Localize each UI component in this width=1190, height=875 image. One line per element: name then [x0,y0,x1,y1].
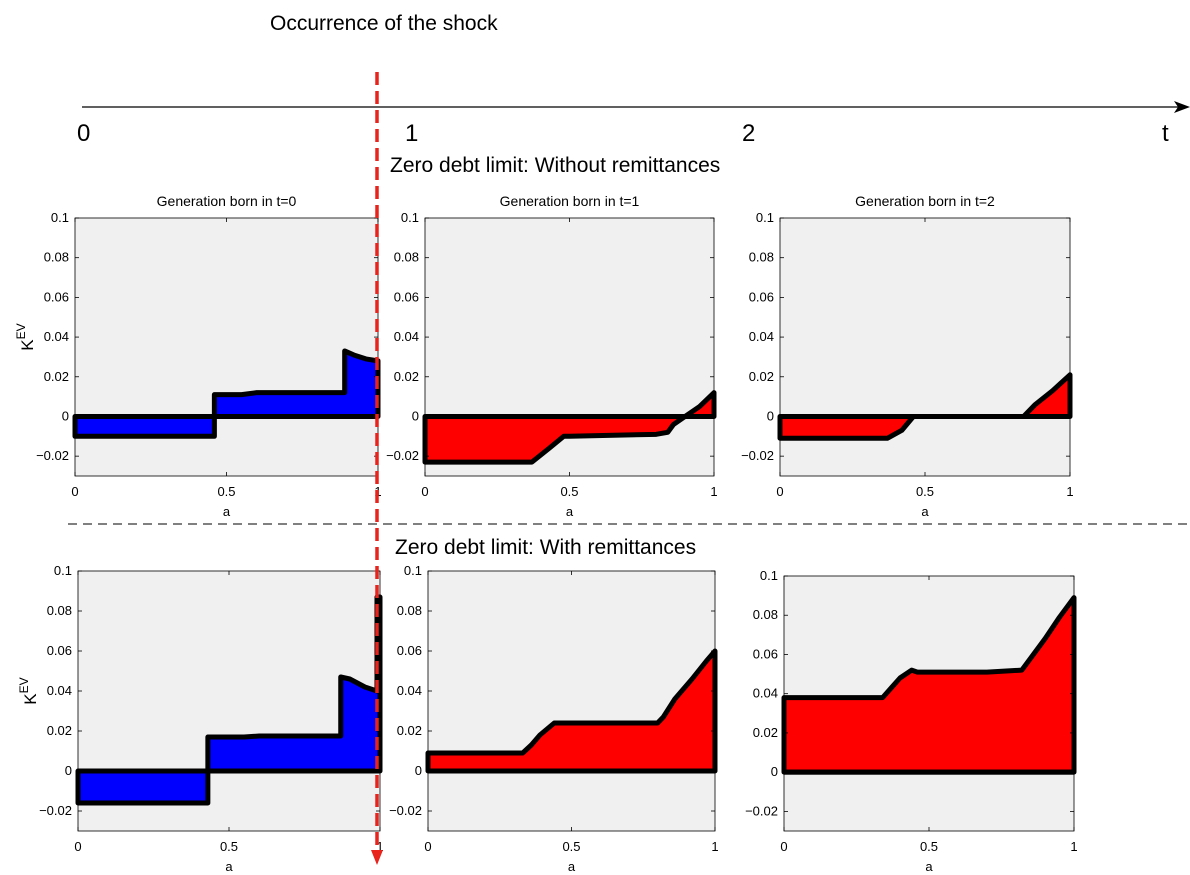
y-tick-label: 0.04 [394,329,419,344]
y-tick-label: 0.06 [47,643,72,658]
timeline-label-1: 1 [405,120,418,147]
y-tick-label: 0.04 [44,329,69,344]
y-tick-label: 0 [62,408,69,423]
timeline-arrowhead [1174,101,1190,113]
y-tick-label: 0 [412,408,419,423]
y-tick-label: 0.04 [47,683,72,698]
series-area [75,594,383,806]
x-axis-label: a [225,859,233,874]
timeline-label-0: 0 [77,120,90,147]
panel-title: Generation born in t=2 [855,193,995,209]
chart-panel-4: 0.1 0.08 0.06 0.04 0.02 0 −0.02 0 0.5 1 a KEV [17,563,384,874]
y-tick-label: 0.06 [44,289,69,304]
y-tick-label: 0.08 [394,250,419,265]
y-tick-label: 0.06 [749,289,774,304]
x-tick-label: 0 [421,484,428,499]
x-tick-label: 0.5 [916,484,934,499]
x-axis-label: a [925,859,933,874]
panel-title: Generation born in t=1 [500,193,640,209]
y-tick-label: 0.06 [753,646,778,661]
y-tick-label: 0.08 [749,250,774,265]
panels: 0.1 0.08 0.06 0.04 0.02 0 −0.02 0 0.5 1 a KEV Genera… [14,193,1078,874]
shock-line [371,72,383,865]
section-title-with-remittances: Zero debt limit: With remittances [395,536,696,559]
x-axis-label: a [568,859,576,874]
y-tick-label: 0 [415,763,422,778]
y-tick-label: 0 [65,763,72,778]
y-tick-label: 0.02 [753,725,778,740]
y-tick-label: 0.08 [753,607,778,622]
timeline-label-t: t [1162,120,1169,147]
y-tick-label: −0.02 [389,803,422,818]
x-tick-label: 0 [71,484,78,499]
y-tick-label: 0.1 [54,563,72,578]
chart-panel-3: 0.1 0.08 0.06 0.04 0.02 0 −0.02 0 0.5 1 a Generatio… [741,193,1074,519]
y-tick-label: −0.02 [39,803,72,818]
y-tick-label: 0 [767,408,774,423]
y-tick-label: 0.1 [401,210,419,225]
x-axis-label: a [566,504,574,519]
x-tick-label: 1 [710,484,717,499]
series-area [781,595,1077,775]
y-tick-label: 0.04 [753,686,778,701]
x-tick-label: 0.5 [220,839,238,854]
timeline-label-2: 2 [742,120,755,147]
y-tick-label: 0.1 [51,210,69,225]
y-tick-label: −0.02 [36,448,69,463]
x-tick-label: 0.5 [560,484,578,499]
section-title-without-remittances: Zero debt limit: Without remittances [390,154,720,177]
x-tick-label: 0 [424,839,431,854]
chart-panel-5: 0.1 0.08 0.06 0.04 0.02 0 −0.02 0 0.5 1 a [389,563,719,874]
y-tick-label: 0.02 [394,369,419,384]
x-axis-label: a [921,504,929,519]
y-axis-label: KEV [17,677,40,704]
y-tick-label: 0.06 [394,289,419,304]
chart-panel-2: 0.1 0.08 0.06 0.04 0.02 0 −0.02 0 0.5 1 a Generatio… [386,193,718,519]
x-tick-label: 1 [1066,484,1073,499]
plot-background [428,571,715,831]
series-area [425,648,718,774]
x-axis-label: a [223,504,231,519]
y-tick-label: 0.1 [756,210,774,225]
y-tick-label: 0.04 [749,329,774,344]
x-tick-label: 1 [711,839,718,854]
y-tick-label: 0.06 [397,643,422,658]
x-tick-label: 0 [74,839,81,854]
x-tick-label: 0.5 [217,484,235,499]
timeline: 0 1 2 t [77,101,1190,147]
shock-title: Occurrence of the shock [270,12,498,35]
y-tick-label: 0.02 [749,369,774,384]
x-tick-label: 0.5 [920,839,938,854]
y-tick-label: −0.02 [745,803,778,818]
y-tick-label: 0.08 [44,250,69,265]
shock-arrowhead [371,850,383,865]
x-tick-label: 0 [776,484,783,499]
y-tick-label: 0.02 [397,723,422,738]
y-tick-label: 0 [771,764,778,779]
y-tick-label: 0.1 [760,568,778,583]
x-tick-label: 0.5 [562,839,580,854]
x-tick-label: 0 [780,839,787,854]
y-tick-label: 0.08 [397,603,422,618]
y-tick-label: 0.08 [47,603,72,618]
chart-panel-1: 0.10.080.060.040.020−0.0200.51aKEVGenera… [14,193,382,519]
y-tick-label: 0.04 [397,683,422,698]
y-axis-label: KEV [14,323,37,350]
panel-title: Generation born in t=0 [157,193,297,209]
chart-panel-6: 0.1 0.08 0.06 0.04 0.02 0 −0.02 0 0.5 1 a [745,568,1078,874]
y-tick-label: −0.02 [741,448,774,463]
y-tick-label: −0.02 [386,448,419,463]
y-tick-label: 0.1 [404,563,422,578]
y-tick-label: 0.02 [44,369,69,384]
y-tick-label: 0.02 [47,723,72,738]
series-area [422,390,717,465]
x-tick-label: 1 [1070,839,1077,854]
x-tick-label: 1 [376,839,383,854]
